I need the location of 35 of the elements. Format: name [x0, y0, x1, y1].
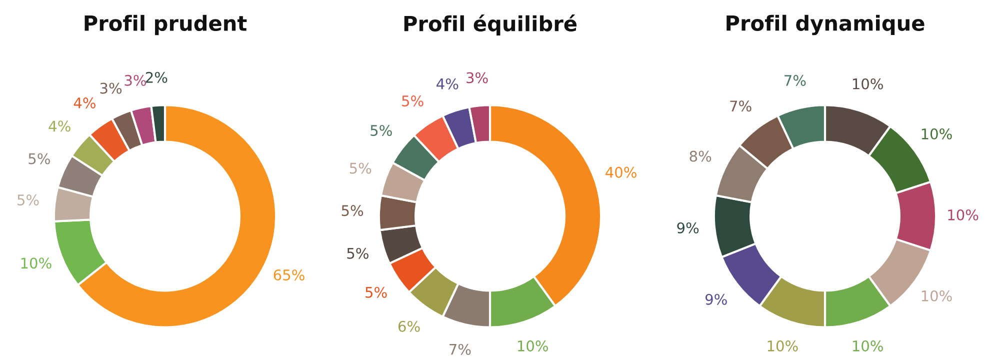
chart-title: Profil équilibré	[404, 14, 577, 36]
data-label: 9%	[705, 294, 727, 305]
chart-title: Profil dynamique	[726, 14, 924, 36]
data-label: 2%	[146, 72, 168, 83]
data-label: 10%	[948, 209, 978, 220]
data-label: 5%	[347, 248, 368, 259]
data-label: 3%	[466, 72, 488, 84]
data-label: 5%	[28, 153, 50, 164]
data-label: 6%	[398, 320, 420, 332]
data-label: 5%	[342, 205, 364, 216]
data-label: 10%	[852, 78, 883, 90]
data-label: 7%	[730, 100, 752, 112]
data-label: 7%	[784, 74, 806, 86]
data-label: 10%	[518, 340, 548, 352]
data-label: 5%	[366, 286, 387, 298]
data-label: 10%	[852, 340, 883, 352]
data-label: 4%	[74, 97, 96, 108]
data-label: 10%	[768, 340, 798, 352]
data-label: 3%	[124, 74, 146, 86]
data-label: 4%	[48, 120, 70, 132]
data-label: 7%	[450, 344, 471, 355]
data-label: 10%	[21, 258, 52, 269]
data-label: 65%	[274, 269, 304, 280]
data-label: 5%	[350, 162, 372, 174]
data-label: 9%	[677, 222, 699, 234]
chart-title: Profil prudent	[84, 14, 247, 36]
data-label: 5%	[402, 95, 424, 106]
data-label: 40%	[606, 166, 636, 178]
data-label: 8%	[690, 150, 712, 162]
data-label: 3%	[100, 82, 122, 94]
data-label: 4%	[436, 78, 458, 90]
data-label: 5%	[370, 124, 392, 136]
data-label: 10%	[922, 128, 952, 140]
data-label: 5%	[18, 194, 39, 206]
data-label: 10%	[922, 290, 952, 302]
